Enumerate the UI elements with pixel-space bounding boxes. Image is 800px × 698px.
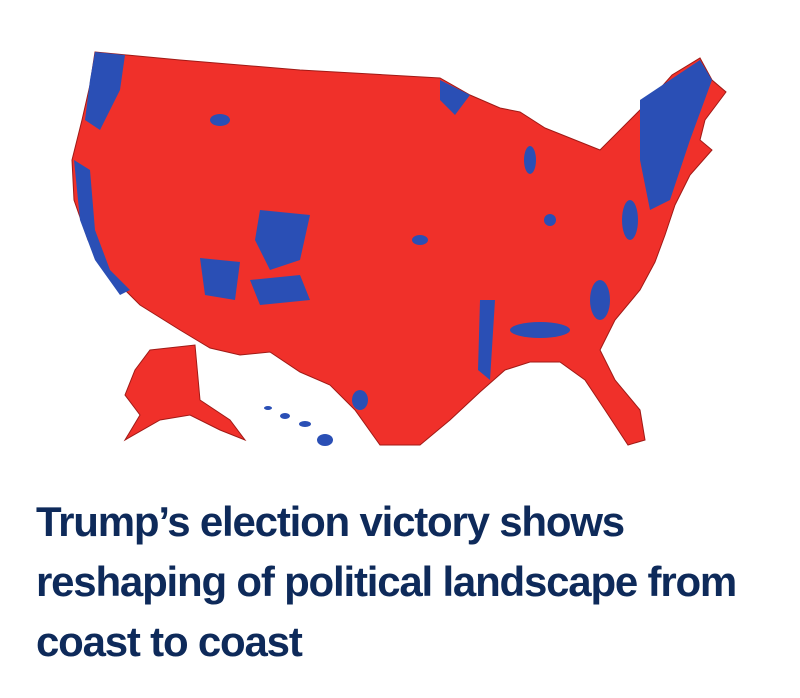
headline: Trump’s election victory shows reshaping…	[36, 498, 737, 665]
us-outline	[71, 51, 727, 446]
blue-counties	[74, 52, 712, 410]
contiguous-us	[71, 51, 727, 446]
hawaii	[264, 406, 333, 446]
alaska	[123, 344, 247, 442]
county-map	[71, 51, 727, 446]
